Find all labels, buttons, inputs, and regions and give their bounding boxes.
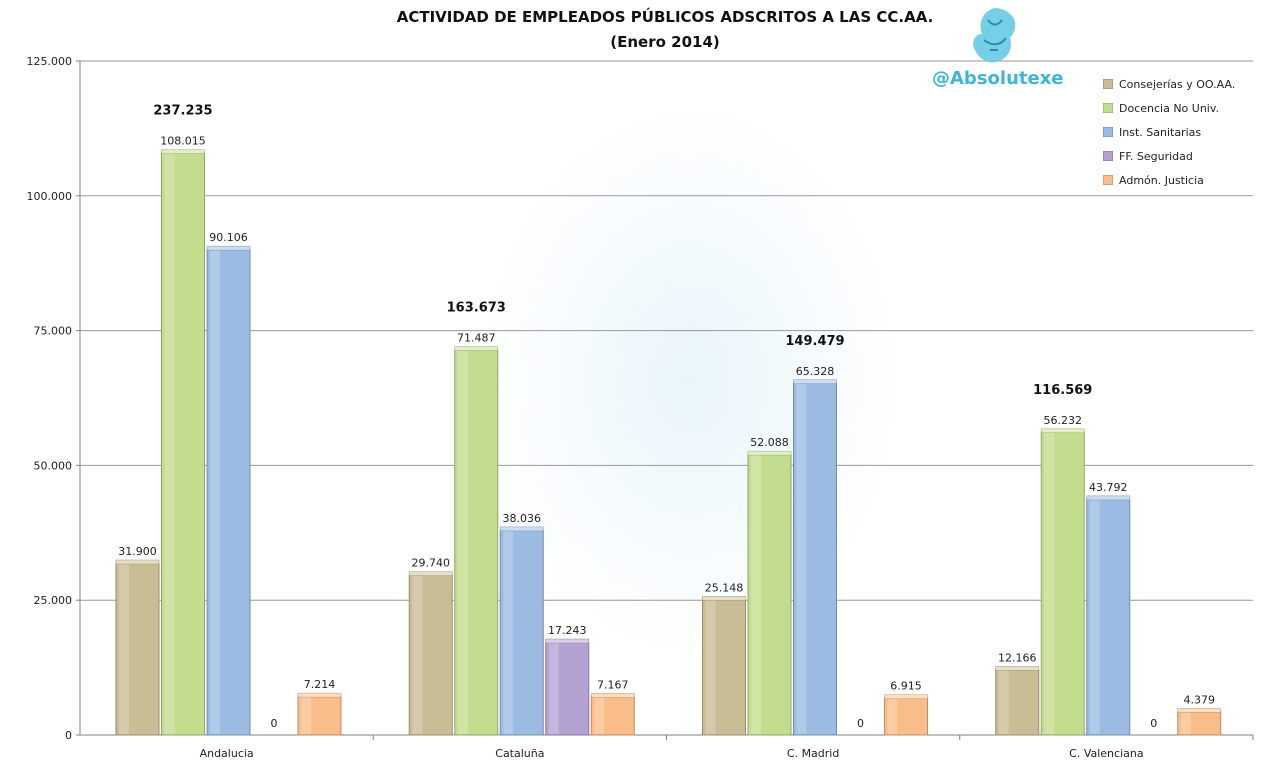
legend-label: FF. Seguridad [1119,149,1193,163]
bar-highlight [119,563,129,734]
data-label: 90.106 [209,231,248,244]
chart-title-line2: (Enero 2014) [610,33,720,51]
bar-cap [1086,495,1130,501]
data-label: 31.900 [118,545,157,558]
author-handle: @Absolutexe [932,68,1064,89]
y-tick-label: 50.000 [34,459,73,472]
y-tick-label: 125.000 [27,55,73,68]
y-tick-label: 75.000 [34,325,73,338]
bar-cap [995,666,1039,671]
data-label: 43.792 [1089,481,1128,494]
chart-title-line1: ACTIVIDAD DE EMPLEADOS PÚBLICOS ADSCRITO… [396,8,934,26]
bar-highlight [1044,432,1055,734]
bar-highlight [457,350,468,734]
data-label: 0 [271,717,278,730]
data-label: 65.328 [796,365,835,378]
bar-cap [747,450,792,456]
bar-cap [115,559,160,565]
bar-highlight [1180,712,1191,734]
data-label: 29.740 [412,557,451,570]
data-label: 6.915 [890,680,922,693]
chart-legend: Consejerías y OO.AA. Docencia No Univ. Ins… [1103,72,1253,192]
bar-cap [454,346,498,351]
bar-cap [702,596,746,601]
bar-cap [545,638,589,644]
y-tick-label: 100.000 [27,190,73,203]
total-label: 149.479 [785,334,844,349]
total-label: 163.673 [447,301,506,316]
bar-highlight [705,600,716,734]
x-tick-label: C. Valenciana [1069,747,1143,760]
bar-cap [591,693,635,698]
legend-swatch [1103,103,1113,113]
bar-cap [793,379,837,385]
legend-label: Admón. Justicia [1119,173,1204,187]
bar-cap [409,571,453,576]
data-label: 38.036 [503,512,542,525]
bar-highlight [998,670,1009,734]
data-label: 12.166 [998,651,1037,664]
data-label: 0 [1150,717,1157,730]
x-tick-label: Andalucia [200,747,254,760]
griffin-logo-icon [973,8,1016,63]
bar-highlight [412,575,423,734]
data-label: 71.487 [457,332,496,345]
bar-highlight [1089,499,1100,734]
bar-cap [206,245,251,251]
legend-label: Inst. Sanitarias [1119,125,1202,139]
legend-item: Consejerías y OO.AA. [1103,72,1253,96]
data-label: 0 [857,717,864,730]
legend-item: Admón. Justicia [1103,168,1253,192]
bar-cap [884,694,928,699]
bar-highlight [210,250,220,735]
bar-cap [161,149,205,154]
total-label: 237.235 [153,104,212,119]
bar-cap [297,692,342,698]
legend-item: Inst. Sanitarias [1103,120,1253,144]
x-tick-label: Cataluña [495,747,544,760]
bar-cap [500,526,544,532]
bar-highlight [594,697,605,734]
bar-highlight [503,530,514,734]
bar-highlight [751,455,761,734]
total-label: 116.569 [1033,383,1092,398]
data-label: 7.214 [304,678,336,691]
bar-cap [1177,708,1221,713]
legend-label: Docencia No Univ. [1119,101,1220,115]
bar-cap [1041,428,1085,434]
bar-highlight [796,383,807,734]
data-label: 52.088 [750,436,789,449]
legend-swatch [1103,79,1113,89]
legend-swatch [1103,175,1113,185]
legend-item: FF. Seguridad [1103,144,1253,168]
data-label: 25.148 [705,581,744,594]
legend-label: Consejerías y OO.AA. [1119,77,1236,91]
y-tick-label: 0 [65,729,72,742]
data-label: 7.167 [597,678,629,691]
legend-swatch [1103,127,1113,137]
data-label: 108.015 [160,135,206,148]
data-label: 4.379 [1184,693,1216,706]
legend-swatch [1103,151,1113,161]
data-label: 17.243 [548,624,587,637]
bar-highlight [887,698,898,734]
bar-highlight [164,153,175,734]
data-label: 56.232 [1044,414,1083,427]
bar-highlight [301,697,311,734]
y-tick-label: 25.000 [34,594,73,607]
x-tick-label: C. Madrid [787,747,839,760]
bar-highlight [548,643,559,734]
legend-item: Docencia No Univ. [1103,96,1253,120]
